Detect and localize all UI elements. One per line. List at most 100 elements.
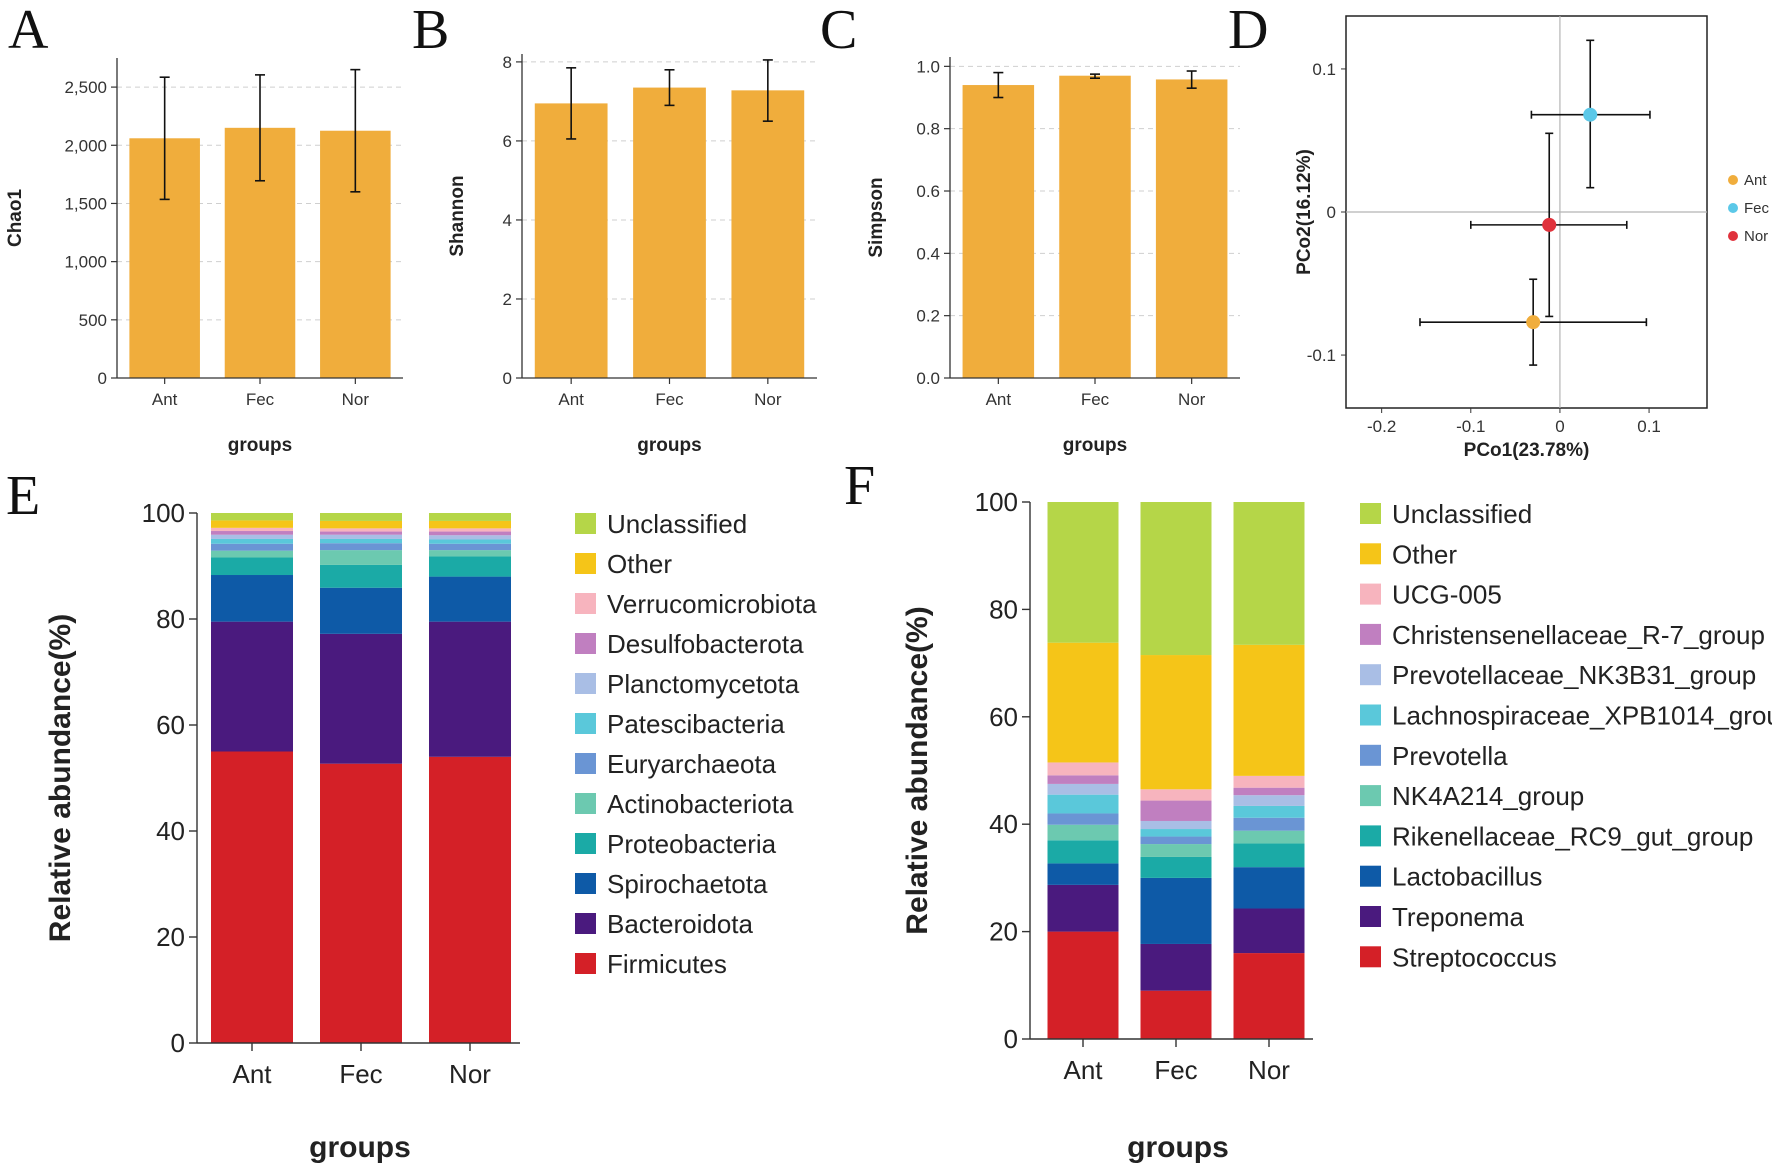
x-tick-label: Ant <box>152 390 178 409</box>
y-tick-label: 20 <box>989 917 1018 947</box>
legend-label-lactobacillus: Lactobacillus <box>1392 862 1542 892</box>
segment-nk4a214-group-ant <box>1047 824 1119 841</box>
x-axis-title: PCo1(23.78%) <box>1464 440 1590 461</box>
panel-label-a: A <box>8 0 49 61</box>
segment-prevotellaceae-nk3b31-group-ant <box>1047 783 1119 795</box>
segment-other-ant <box>1047 642 1119 763</box>
legend-label-prevotellaceae-nk3b31-group: Prevotellaceae_NK3B31_group <box>1392 660 1756 690</box>
x-tick-label: Fec <box>655 390 684 409</box>
legend-swatch-unclassified <box>575 513 596 534</box>
y-tick-label: 0 <box>1327 203 1336 222</box>
segment-euryarchaeota-nor <box>429 543 511 551</box>
segment-desulfobacterota-nor <box>429 531 511 536</box>
x-tick-label: Ant <box>1063 1055 1103 1085</box>
y-tick-label: 80 <box>156 604 185 634</box>
segment-streptococcus-nor <box>1233 953 1305 1039</box>
legend-label-christensenellaceae-r-7-group: Christensenellaceae_R-7_group <box>1392 620 1765 650</box>
y-tick-label: 1.0 <box>916 57 940 76</box>
legend-marker-nor <box>1728 231 1738 241</box>
segment-desulfobacterota-ant <box>211 531 293 535</box>
legend-label-planctomycetota: Planctomycetota <box>607 669 800 699</box>
y-tick-label: 500 <box>79 311 107 330</box>
legend-swatch-nk4a214-group <box>1360 785 1381 807</box>
segment-prevotella-nor <box>1233 817 1305 831</box>
segment-actinobacteriota-nor <box>429 550 511 557</box>
bar-ant <box>962 85 1035 378</box>
legend-label-nor: Nor <box>1744 228 1768 245</box>
segment-unclassified-fec <box>320 513 402 521</box>
legend-swatch-christensenellaceae-r-7-group <box>1360 623 1381 645</box>
segment-christensenellaceae-r-7-group-nor <box>1233 787 1305 796</box>
bar-nor <box>1155 79 1228 378</box>
segment-other-fec <box>1140 655 1212 790</box>
x-axis-title: groups <box>228 435 292 456</box>
bar-fec <box>1059 75 1131 378</box>
y-tick-label: 6 <box>503 132 512 151</box>
segment-planctomycetota-ant <box>211 534 293 539</box>
legend-swatch-streptococcus <box>1360 946 1381 968</box>
legend-label-ant: Ant <box>1744 172 1767 189</box>
legend-label-rikenellaceae-rc9-gut-group: Rikenellaceae_RC9_gut_group <box>1392 821 1753 851</box>
bar-nor <box>731 90 805 378</box>
y-tick-label: 60 <box>156 710 185 740</box>
segment-verrucomicrobiota-ant <box>211 527 293 532</box>
segment-other-fec <box>320 520 402 529</box>
segment-unclassified-nor <box>429 513 511 521</box>
segment-actinobacteriota-fec <box>320 550 402 565</box>
segment-spirochaetota-fec <box>320 587 402 634</box>
segment-unclassified-nor <box>1233 502 1305 645</box>
segment-rikenellaceae-rc9-gut-group-nor <box>1233 843 1305 868</box>
legend-swatch-patescibacteria <box>575 713 596 734</box>
segment-bacteroidota-nor <box>429 621 511 757</box>
y-axis-title: PCo2(16.12%) <box>1294 149 1315 275</box>
y-tick-label: 80 <box>989 594 1018 624</box>
y-tick-label: 60 <box>989 702 1018 732</box>
x-axis-title: groups <box>309 1131 411 1164</box>
y-tick-label: 2,000 <box>64 136 107 155</box>
legend-label-patescibacteria: Patescibacteria <box>607 709 785 739</box>
legend-label-fec: Fec <box>1744 200 1770 217</box>
segment-prevotella-fec <box>1140 836 1212 845</box>
legend-swatch-proteobacteria <box>575 833 596 854</box>
panel-label-d: D <box>1228 0 1268 61</box>
point-nor <box>1542 217 1557 232</box>
y-tick-label: 40 <box>989 809 1018 839</box>
y-tick-label: 2 <box>503 290 512 309</box>
segment-firmicutes-ant <box>211 751 293 1043</box>
legend-swatch-planctomycetota <box>575 673 596 694</box>
x-axis-title: groups <box>1127 1131 1229 1164</box>
y-tick-label: 2,500 <box>64 78 107 97</box>
chao1-chart: 0 500 1,000 1,500 2,000 2,500 Ant Fec Nor groups C… <box>5 58 403 456</box>
phylum-abundance-chart: 0 20 40 60 80 100 Ant Fec Nor groups Relative abun… <box>44 498 817 1164</box>
y-tick-label: 40 <box>156 816 185 846</box>
legend-swatch-actinobacteriota <box>575 793 596 814</box>
segment-desulfobacterota-fec <box>320 531 402 535</box>
x-tick-label: Ant <box>232 1059 272 1089</box>
segment-unclassified-fec <box>1140 502 1212 656</box>
legend-label-treponema: Treponema <box>1392 902 1525 932</box>
segment-unclassified-ant <box>1047 502 1119 643</box>
y-tick-label: 0.8 <box>916 120 940 139</box>
segment-lachnospiraceae-xpb1014-group-ant <box>1047 794 1119 814</box>
y-tick-label: 0.1 <box>1312 60 1336 79</box>
segment-treponema-fec <box>1140 943 1212 991</box>
legend-swatch-prevotellaceae-nk3b31-group <box>1360 664 1381 686</box>
y-tick-label: 0.6 <box>916 182 940 201</box>
x-tick-label: Fec <box>246 390 275 409</box>
segment-patescibacteria-nor <box>429 539 511 544</box>
panel-label-c: C <box>820 0 857 61</box>
y-tick-label: 1,000 <box>64 253 107 272</box>
segment-euryarchaeota-fec <box>320 543 402 551</box>
legend-label-euryarchaeota: Euryarchaeota <box>607 749 777 779</box>
legend-label-firmicutes: Firmicutes <box>607 949 727 979</box>
y-axis-title: Relative abundance(%) <box>44 614 77 942</box>
y-axis-title: Shannon <box>447 175 468 256</box>
y-tick-label: 0 <box>1004 1024 1018 1054</box>
y-tick-label: 0.2 <box>916 307 940 326</box>
legend-swatch-spirochaetota <box>575 873 596 894</box>
legend-swatch-unclassified <box>1360 503 1381 524</box>
y-tick-label: 100 <box>975 487 1018 517</box>
y-tick-label: 100 <box>142 498 185 528</box>
x-tick-label: Ant <box>558 390 584 409</box>
legend-swatch-bacteroidota <box>575 913 596 934</box>
